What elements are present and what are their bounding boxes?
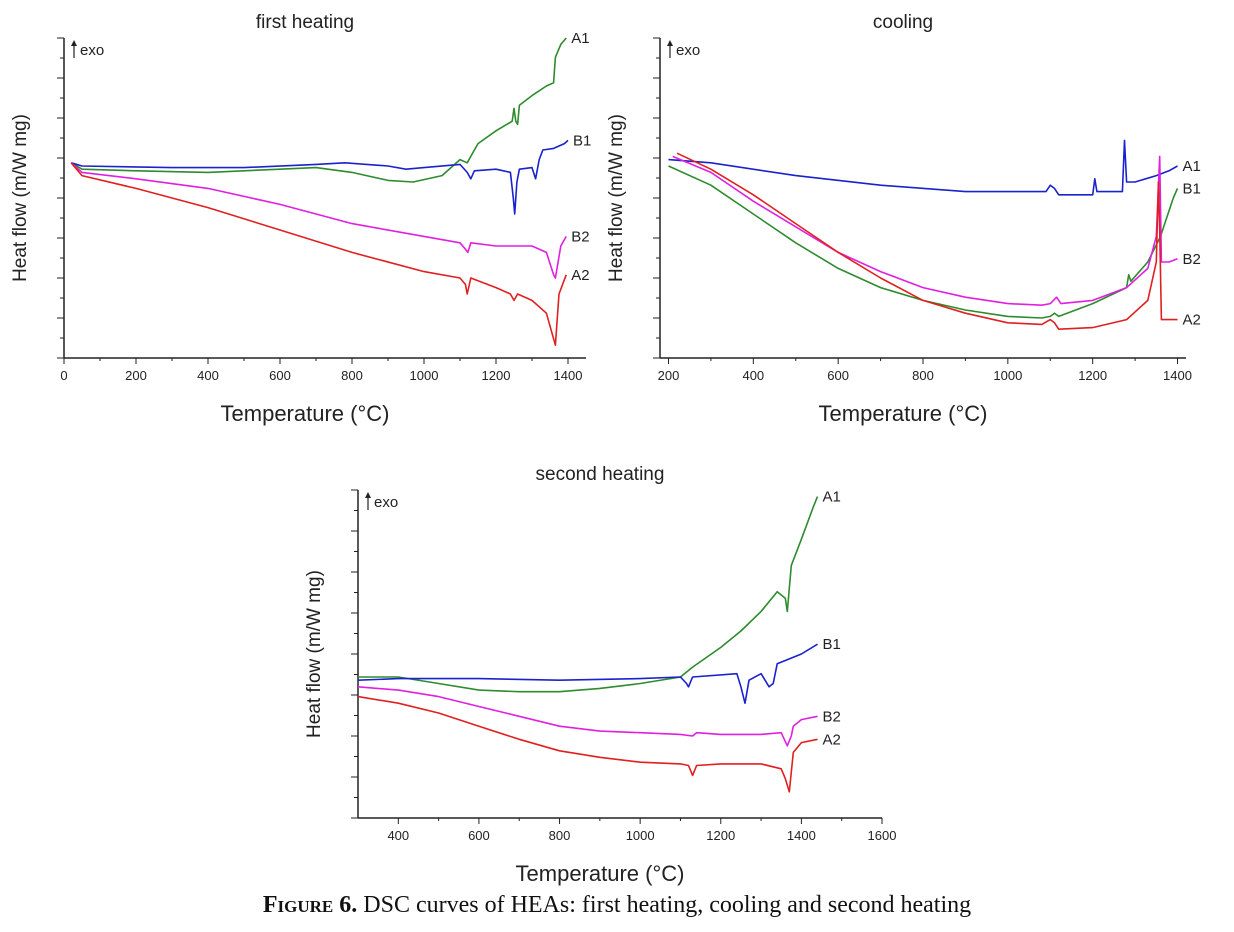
x-tick-label: 1400 — [554, 368, 583, 383]
x-tick-label: 1400 — [1163, 368, 1192, 383]
series-line-b1 — [668, 165, 1179, 319]
exo-label: exo — [80, 42, 104, 59]
x-axis-label: Temperature (°C) — [221, 401, 390, 426]
x-tick-label: 800 — [912, 368, 934, 383]
x-tick-label: 1400 — [787, 828, 816, 843]
series-line-a1 — [668, 139, 1178, 196]
series-label-a1: A1 — [571, 30, 589, 47]
x-axis-label: Temperature (°C) — [819, 401, 988, 426]
x-tick-label: 1200 — [1078, 368, 1107, 383]
x-tick-label: 1600 — [868, 828, 897, 843]
series-label-b2: B2 — [1183, 251, 1201, 268]
chart-cooling: 200 400 600 800 1000 1200 1400 cooling exo Temper… — [606, 12, 1201, 426]
series-line-b1 — [357, 643, 818, 704]
y-axis-label: Heat flow (m/W mg) — [10, 114, 31, 282]
x-tick-label: 800 — [549, 828, 571, 843]
exo-arrowhead-icon — [71, 40, 77, 46]
chart-first-heating: 0 200 400 600 800 1000 1200 1400 first heating ex… — [10, 12, 591, 426]
x-axis-label: Temperature (°C) — [516, 861, 685, 886]
x-tick-label: 400 — [742, 368, 764, 383]
x-tick-label: 1200 — [706, 828, 735, 843]
chart-title: first heating — [256, 12, 354, 33]
chart-title: cooling — [873, 12, 933, 33]
series-line-b2 — [672, 155, 1178, 306]
series-label-a2: A2 — [1183, 312, 1201, 329]
chart-second-heating: 400 600 800 1000 1200 1400 1600 second heating e… — [304, 464, 896, 886]
x-tick-label: 800 — [341, 368, 363, 383]
series-line-a1 — [70, 37, 567, 183]
exo-arrowhead-icon — [667, 40, 673, 46]
x-tick-label: 1000 — [993, 368, 1022, 383]
figure-caption-text: DSC curves of HEAs: first heating, cooli… — [363, 892, 972, 918]
x-tick-label: 600 — [468, 828, 490, 843]
series-label-b1: B1 — [573, 132, 591, 149]
figure-caption: Figure 6. DSC curves of HEAs: first heat… — [0, 892, 1234, 919]
exo-label: exo — [676, 42, 700, 59]
x-tick-label: 200 — [125, 368, 147, 383]
series-line-a2 — [70, 162, 567, 346]
exo-arrowhead-icon — [365, 492, 371, 498]
x-tick-label: 600 — [269, 368, 291, 383]
x-tick-label: 1200 — [482, 368, 511, 383]
series-line-b2 — [70, 162, 567, 279]
series-label-a1: A1 — [823, 489, 841, 506]
chart-title: second heating — [536, 464, 665, 485]
series-line-a2 — [676, 152, 1178, 330]
series-label-b2: B2 — [823, 708, 841, 725]
y-axis-label: Heat flow (m/W mg) — [606, 114, 627, 282]
x-tick-label: 400 — [197, 368, 219, 383]
series-line-a1 — [358, 496, 819, 693]
series-line-a2 — [357, 695, 818, 793]
series-label-b1: B1 — [823, 636, 841, 653]
series-line-b2 — [357, 686, 818, 747]
series-label-a1: A1 — [1183, 158, 1201, 175]
x-tick-label: 400 — [387, 828, 409, 843]
y-axis-label: Heat flow (m/W mg) — [304, 570, 325, 738]
x-tick-label: 0 — [60, 368, 67, 383]
x-tick-label: 1000 — [410, 368, 439, 383]
series-label-a2: A2 — [823, 731, 841, 748]
series-line-b1 — [70, 139, 569, 215]
x-tick-label: 1000 — [626, 828, 655, 843]
x-tick-label: 600 — [827, 368, 849, 383]
series-label-a2: A2 — [571, 267, 589, 284]
series-label-b2: B2 — [571, 228, 589, 245]
x-tick-label: 200 — [658, 368, 680, 383]
series-label-b1: B1 — [1183, 180, 1201, 197]
figure-caption-label: Figure 6. — [262, 892, 358, 918]
exo-label: exo — [374, 494, 398, 511]
